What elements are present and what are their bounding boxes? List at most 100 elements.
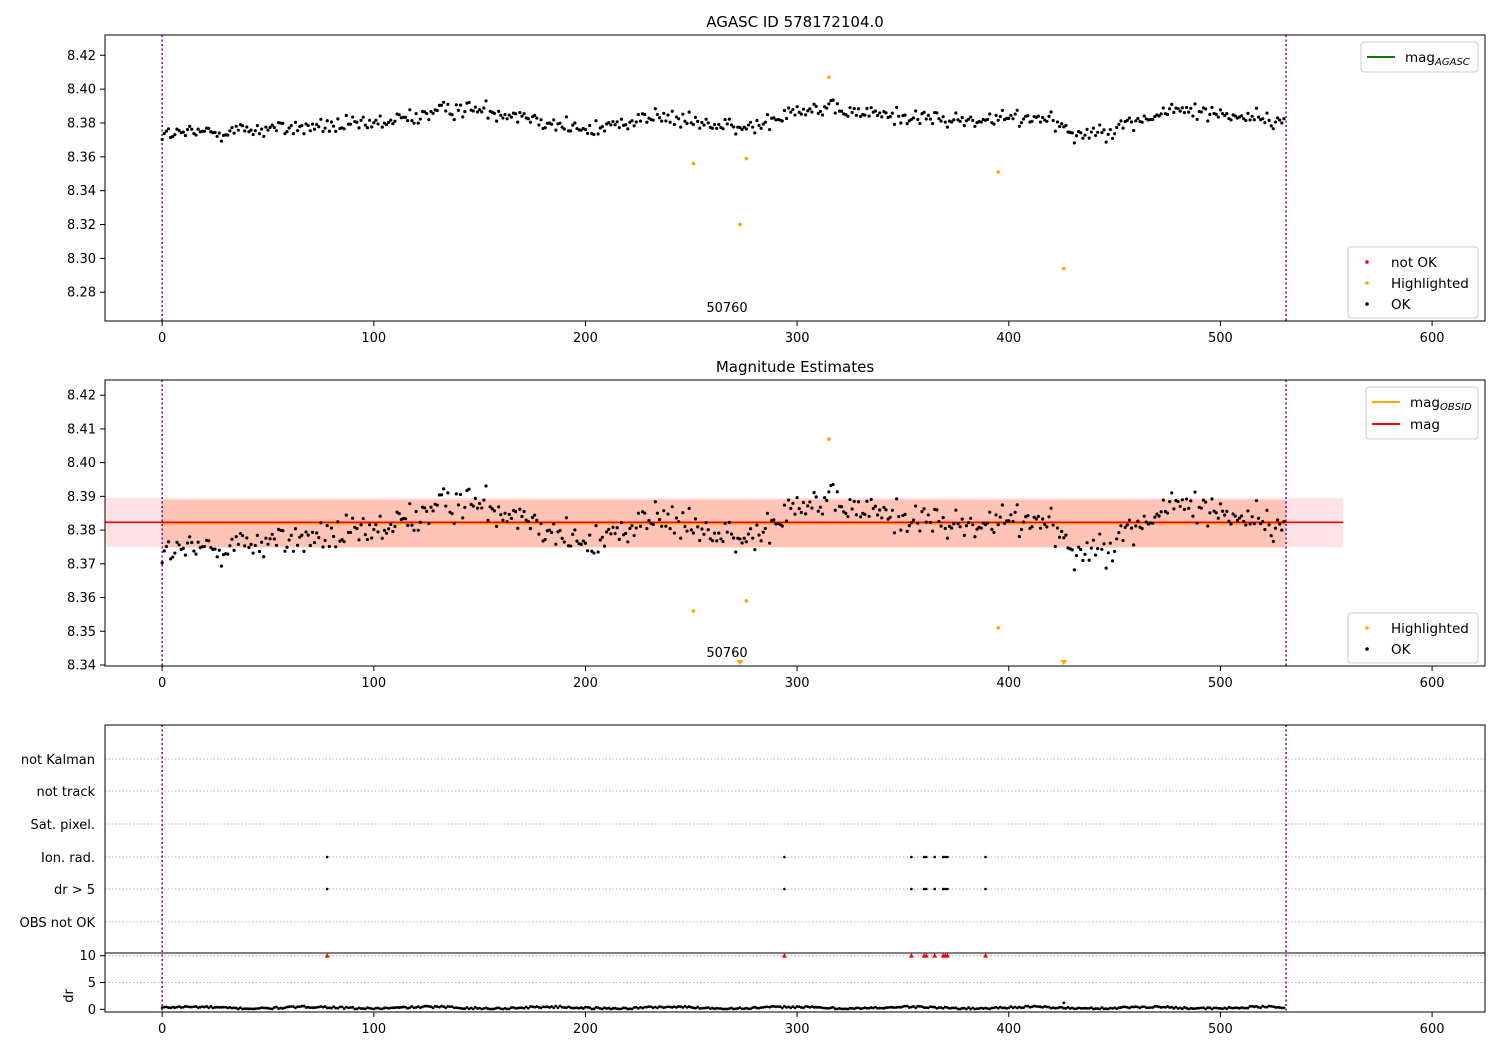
dr-point <box>359 1007 363 1010</box>
dr-point <box>1206 1006 1210 1010</box>
dr-point <box>1117 1006 1121 1010</box>
ok-point <box>228 544 232 548</box>
ok-point <box>1248 522 1252 526</box>
dr-point <box>863 1006 867 1010</box>
ok-point <box>492 509 497 513</box>
dr-point <box>488 1007 492 1011</box>
ok-point <box>924 520 928 524</box>
dr-point <box>647 1005 651 1009</box>
ok-point <box>645 120 649 124</box>
ok-point <box>323 538 327 542</box>
ok-point <box>1125 523 1129 527</box>
ok-point <box>456 108 461 112</box>
legend-label: not OK <box>1391 255 1438 271</box>
ok-point <box>1047 515 1051 519</box>
dr-point <box>300 1004 304 1008</box>
marker-legend-box <box>1347 612 1479 664</box>
dr-point <box>296 1005 300 1009</box>
dr-point <box>838 1007 841 1010</box>
ok-point <box>1189 106 1193 110</box>
ok-point <box>732 536 736 540</box>
dr-point <box>865 1006 869 1010</box>
ok-point <box>867 114 871 118</box>
dr-point <box>188 1005 192 1009</box>
ok-point <box>1216 115 1220 119</box>
dr-point <box>613 1006 617 1010</box>
dr-point <box>1121 1005 1125 1009</box>
x-tick-label: 100 <box>361 676 386 691</box>
ok-point <box>797 507 801 511</box>
ok-point <box>528 526 533 531</box>
dr-point <box>658 1005 661 1008</box>
ok-point <box>1108 541 1112 545</box>
dr-point <box>998 1005 1002 1009</box>
dr-point <box>552 1006 556 1010</box>
ok-point <box>615 120 619 124</box>
ok-point <box>202 544 207 549</box>
ok-point <box>956 522 960 526</box>
dr-point <box>190 1005 194 1009</box>
dr-point <box>1233 1006 1237 1010</box>
dr-point <box>1140 1005 1144 1009</box>
dr-point <box>255 1007 259 1010</box>
dr-point <box>577 1006 581 1010</box>
ok-point <box>160 137 164 142</box>
dr-point <box>319 1005 323 1008</box>
ok-point <box>751 536 755 540</box>
dr-point <box>992 1006 996 1010</box>
dr-point <box>1089 1006 1093 1010</box>
ok-point <box>602 129 607 133</box>
dr-point <box>279 1006 283 1010</box>
dr-point <box>861 1006 865 1010</box>
ok-point <box>1015 503 1019 507</box>
dr-point <box>410 1005 414 1008</box>
dr-point <box>196 1006 200 1010</box>
y-tick-label: 8.42 <box>67 389 96 404</box>
highlighted-point <box>744 156 749 161</box>
ok-point <box>1271 539 1275 543</box>
y-tick-label: 10 <box>79 949 96 964</box>
ok-point <box>715 126 719 131</box>
ok-point <box>897 514 901 519</box>
ok-point <box>552 522 556 526</box>
dr-point <box>969 1007 973 1011</box>
ok-point <box>1244 118 1248 123</box>
ok-point <box>1113 132 1117 136</box>
dr-point <box>205 1005 208 1008</box>
dr-point <box>880 1006 884 1010</box>
ok-point <box>787 106 791 110</box>
dr-point <box>854 1006 858 1010</box>
ok-point <box>1108 127 1112 132</box>
dr-point <box>1231 1006 1235 1010</box>
ok-point <box>564 115 569 119</box>
ok-point <box>1280 121 1284 125</box>
ok-point <box>1009 113 1013 117</box>
ok-point <box>1083 133 1087 137</box>
ok-point <box>454 492 458 496</box>
ok-point <box>431 509 435 513</box>
dr-point <box>1024 1004 1028 1008</box>
y-tick-label: 8.30 <box>67 252 96 267</box>
dr-point <box>922 1006 926 1009</box>
ok-point <box>1102 128 1106 132</box>
dr-point <box>1151 1006 1155 1009</box>
dr-point <box>207 1006 211 1010</box>
dr-point <box>495 1006 498 1010</box>
dr-point <box>791 1005 795 1009</box>
ok-point <box>291 132 295 136</box>
ok-point <box>596 550 600 554</box>
dr-point <box>1115 1007 1119 1011</box>
ok-point <box>1009 513 1013 517</box>
ok-point <box>486 116 490 120</box>
ok-point <box>245 125 249 129</box>
dr-point <box>338 1005 342 1009</box>
ok-point <box>217 548 221 552</box>
ok-point <box>1280 528 1284 532</box>
dr-point <box>1178 1006 1182 1010</box>
ok-point <box>321 129 325 134</box>
ok-point <box>215 555 219 559</box>
ok-point <box>670 109 674 113</box>
ok-point <box>526 117 530 121</box>
ok-point <box>1218 502 1223 506</box>
ok-point <box>1064 123 1068 128</box>
